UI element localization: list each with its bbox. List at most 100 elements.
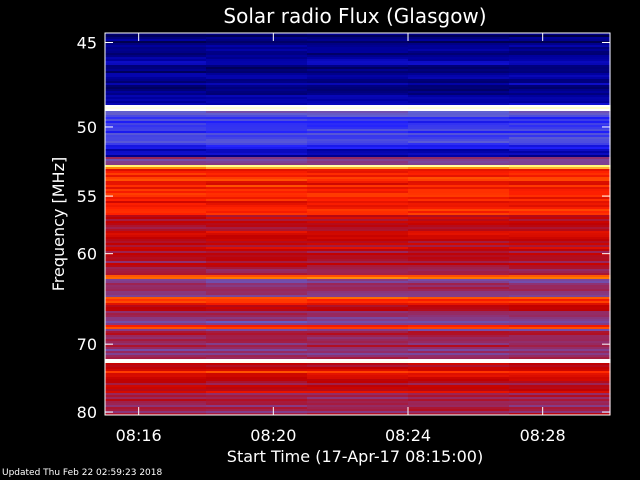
spectrogram-strip: [408, 373, 510, 375]
spectrogram-strip: [307, 253, 409, 255]
spectrogram-strip: [307, 187, 409, 189]
spectrogram-strip: [307, 177, 409, 179]
spectrogram-strip: [105, 289, 207, 291]
spectrogram-strip: [408, 203, 510, 205]
spectrogram-strip: [509, 125, 611, 127]
spectrogram-strip: [408, 55, 510, 57]
spectrogram-strip: [105, 297, 207, 299]
spectrogram-strip: [307, 55, 409, 57]
spectrogram-strip: [509, 167, 611, 169]
spectrogram-strip: [509, 385, 611, 387]
spectrogram-strip: [509, 221, 611, 223]
spectrogram-strip: [206, 391, 308, 393]
spectrogram-strip: [307, 233, 409, 235]
spectrogram-strip: [408, 211, 510, 213]
spectrogram-strip: [509, 169, 611, 171]
spectrogram-strip: [408, 155, 510, 157]
spectrogram-strip: [307, 95, 409, 97]
spectrogram-strip: [408, 39, 510, 41]
spectrogram-strip: [206, 375, 308, 377]
spectrogram-strip: [307, 247, 409, 249]
spectrogram-strip: [408, 407, 510, 409]
spectrogram-strip: [509, 403, 611, 405]
spectrogram-strip: [307, 231, 409, 233]
spectrogram-strip: [105, 313, 207, 315]
spectrogram-strip: [307, 333, 409, 335]
spectrogram-strip: [509, 229, 611, 231]
spectrogram-strip: [105, 387, 207, 389]
spectrogram-strip: [307, 349, 409, 351]
spectrogram-strip: [307, 243, 409, 245]
spectrogram-strip: [206, 201, 308, 203]
spectrogram-strip: [307, 383, 409, 385]
spectrogram-strip: [206, 213, 308, 215]
spectrogram-strip: [105, 385, 207, 387]
spectrogram-strip: [105, 59, 207, 61]
spectrogram-strip: [408, 237, 510, 239]
spectrogram-strip: [105, 261, 207, 263]
spectrogram-strip: [509, 253, 611, 255]
spectrogram-strip: [408, 305, 510, 307]
spectrogram-strip: [206, 103, 308, 105]
spectrogram-strip: [307, 393, 409, 395]
spectrogram-strip: [509, 351, 611, 353]
spectrogram-strip: [408, 71, 510, 73]
spectrogram-strip: [509, 77, 611, 79]
spectrogram-strip: [105, 371, 207, 373]
spectrogram-strip: [408, 65, 510, 67]
spectrogram-strip: [206, 321, 308, 323]
spectrogram-strip: [105, 377, 207, 379]
spectrogram-strip: [105, 177, 207, 179]
spectrogram-strip: [206, 75, 308, 77]
spectrogram-strip: [408, 325, 510, 327]
spectrogram-strip: [509, 197, 611, 199]
spectrogram-strip: [509, 41, 611, 43]
spectrogram-strip: [307, 185, 409, 187]
spectrogram-strip: [509, 39, 611, 41]
spectrogram-strip: [206, 297, 308, 299]
spectrogram-strip: [408, 299, 510, 301]
spectrogram-strip: [408, 87, 510, 89]
spectrogram-strip: [206, 353, 308, 355]
spectrogram-strip: [105, 137, 207, 139]
spectrogram-strip: [307, 301, 409, 303]
spectrogram-strip: [408, 209, 510, 211]
spectrogram-strip: [408, 313, 510, 315]
spectrogram-strip: [105, 249, 207, 251]
spectrogram-strip: [206, 205, 308, 207]
spectrogram-strip: [206, 327, 308, 329]
spectrogram-strip: [307, 295, 409, 297]
spectrogram-strip: [206, 47, 308, 49]
spectrogram-strip: [307, 153, 409, 155]
spectrogram-strip: [408, 117, 510, 119]
spectrogram-strip: [408, 257, 510, 259]
spectrogram-strip: [206, 81, 308, 83]
spectrogram-strip: [307, 353, 409, 355]
spectrogram-strip: [307, 63, 409, 65]
spectrogram-strip: [307, 237, 409, 239]
spectrogram-strip: [105, 309, 207, 311]
spectrogram-strip: [509, 227, 611, 229]
spectrogram-strip: [408, 317, 510, 319]
spectrogram-strip: [206, 373, 308, 375]
spectrogram-strip: [307, 283, 409, 285]
spectrogram-strip: [408, 43, 510, 45]
spectrogram-strip: [307, 363, 409, 365]
spectrogram-strip: [408, 337, 510, 339]
spectrogram-strip: [105, 303, 207, 305]
spectrogram-strip: [408, 109, 510, 111]
spectrogram-strip: [206, 235, 308, 237]
x-axis-title: Start Time (17-Apr-17 08:15:00): [227, 447, 483, 466]
spectrogram-strip: [509, 377, 611, 379]
spectrogram-strip: [509, 51, 611, 53]
spectrogram-strip: [509, 135, 611, 137]
spectrogram-strip: [509, 215, 611, 217]
spectrogram-strip: [105, 123, 207, 125]
spectrogram-strip: [105, 333, 207, 335]
spectrogram-strip: [105, 165, 207, 167]
spectrogram-strip: [408, 263, 510, 265]
spectrogram-strip: [509, 387, 611, 389]
spectrogram-strip: [206, 299, 308, 301]
spectrogram-strip: [206, 85, 308, 87]
